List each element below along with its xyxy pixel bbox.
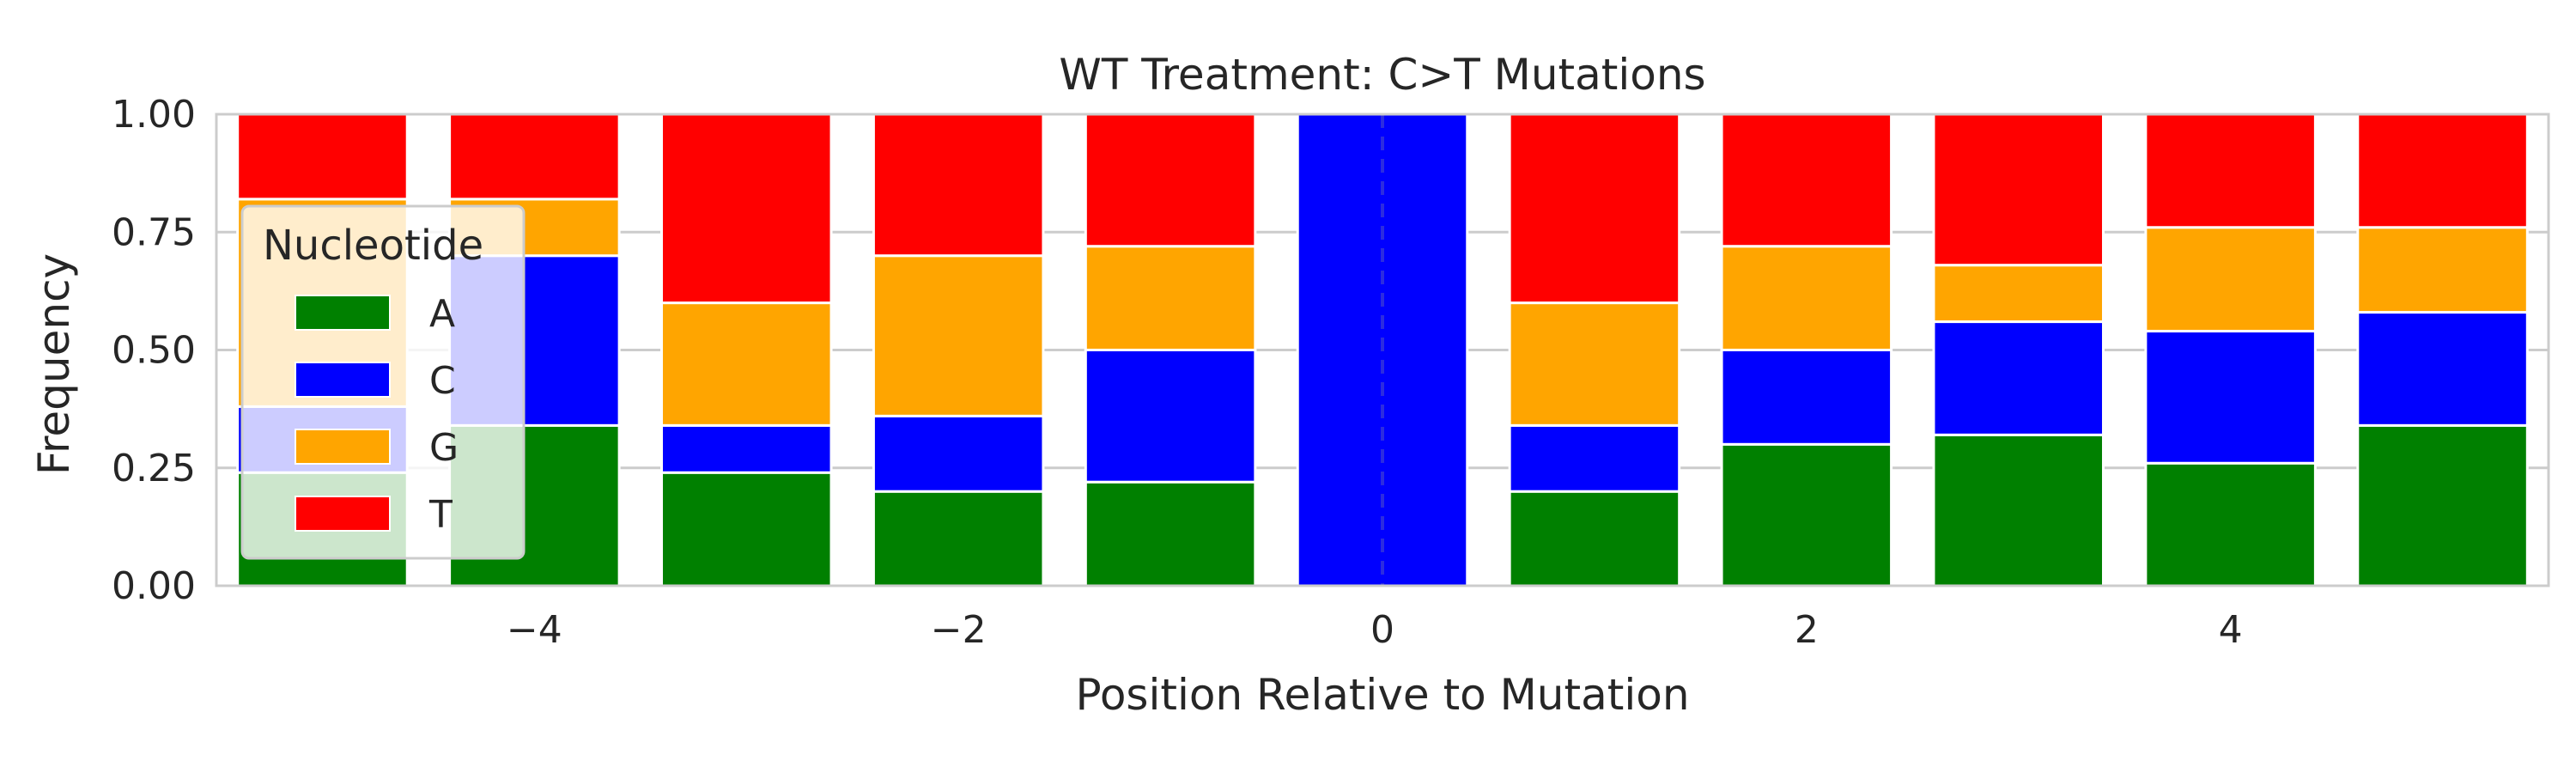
- bar-t-pos--3: [660, 113, 833, 305]
- x-tick-label: −2: [931, 608, 987, 652]
- y-tick-label: 0.25: [112, 447, 196, 490]
- x-tick-label: 2: [1795, 608, 1819, 652]
- bar-a-pos--1: [1084, 480, 1257, 587]
- bar-g-pos-2: [1720, 245, 1893, 351]
- y-tick-label: 0.75: [112, 210, 196, 254]
- x-tick-labels: −4 −2 0 2 4: [507, 608, 2243, 652]
- bar-g-pos-4: [2144, 226, 2317, 333]
- y-tick-label: 0.50: [112, 329, 196, 373]
- y-axis-label: Frequency: [29, 253, 79, 475]
- bar-c-pos-5: [2356, 311, 2529, 427]
- bar-c-pos-2: [1720, 349, 1893, 446]
- bar-t-pos--4: [448, 113, 621, 201]
- bar-a-pos-5: [2356, 423, 2529, 587]
- chart-title: WT Treatment: C>T Mutations: [1059, 50, 1705, 100]
- bar-t-pos-2: [1720, 113, 1893, 248]
- bar-a-pos-1: [1508, 490, 1681, 587]
- bar-g-pos--1: [1084, 245, 1257, 351]
- x-tick-label: 4: [2219, 608, 2243, 652]
- bar-t-pos-3: [1932, 113, 2105, 267]
- legend-label-c: C: [429, 359, 456, 403]
- x-tick-label: −4: [507, 608, 562, 652]
- bar-g-pos--3: [660, 301, 833, 427]
- legend-swatch-t: [295, 496, 391, 532]
- bar-t-pos-5: [2356, 113, 2529, 229]
- bar-a-pos--2: [872, 490, 1045, 587]
- bar-a-pos-4: [2144, 461, 2317, 587]
- legend-swatch-g: [295, 429, 391, 465]
- bar-c-pos--3: [660, 423, 833, 474]
- bar-c-pos-4: [2144, 330, 2317, 465]
- bar-c-pos-3: [1932, 320, 2105, 436]
- legend-label-a: A: [429, 292, 455, 336]
- legend-swatch-c: [295, 362, 391, 398]
- bar-t-pos--2: [872, 113, 1045, 258]
- legend-title: Nucleotide: [263, 222, 483, 270]
- legend-label-t: T: [428, 493, 453, 537]
- plot-frame: [215, 113, 2550, 587]
- bar-a-pos-3: [1932, 433, 2105, 587]
- bar-t-pos-1: [1508, 113, 1681, 305]
- y-tick-label: 0.00: [112, 564, 196, 608]
- bar-a-pos-2: [1720, 442, 1893, 587]
- bar-t-pos--5: [236, 113, 409, 201]
- y-tick-labels: 0.00 0.25 0.50 0.75 1.00: [112, 93, 196, 608]
- bar-c-pos-1: [1508, 423, 1681, 493]
- bar-g-pos-5: [2356, 226, 2529, 314]
- bar-a-pos--3: [660, 471, 833, 587]
- bar-c-pos--1: [1084, 349, 1257, 484]
- bar-g-pos-1: [1508, 301, 1681, 427]
- legend-swatch-a: [295, 295, 391, 331]
- bar-g-pos--2: [872, 254, 1045, 417]
- legend-label-g: G: [429, 426, 459, 470]
- bar-t-pos--1: [1084, 113, 1257, 248]
- x-tick-label: 0: [1370, 608, 1394, 652]
- y-tick-label: 1.00: [112, 93, 196, 137]
- bar-c-pos--2: [872, 414, 1045, 493]
- bar-t-pos-4: [2144, 113, 2317, 229]
- x-axis-label: Position Relative to Mutation: [1075, 670, 1689, 720]
- bar-g-pos-3: [1932, 264, 2105, 324]
